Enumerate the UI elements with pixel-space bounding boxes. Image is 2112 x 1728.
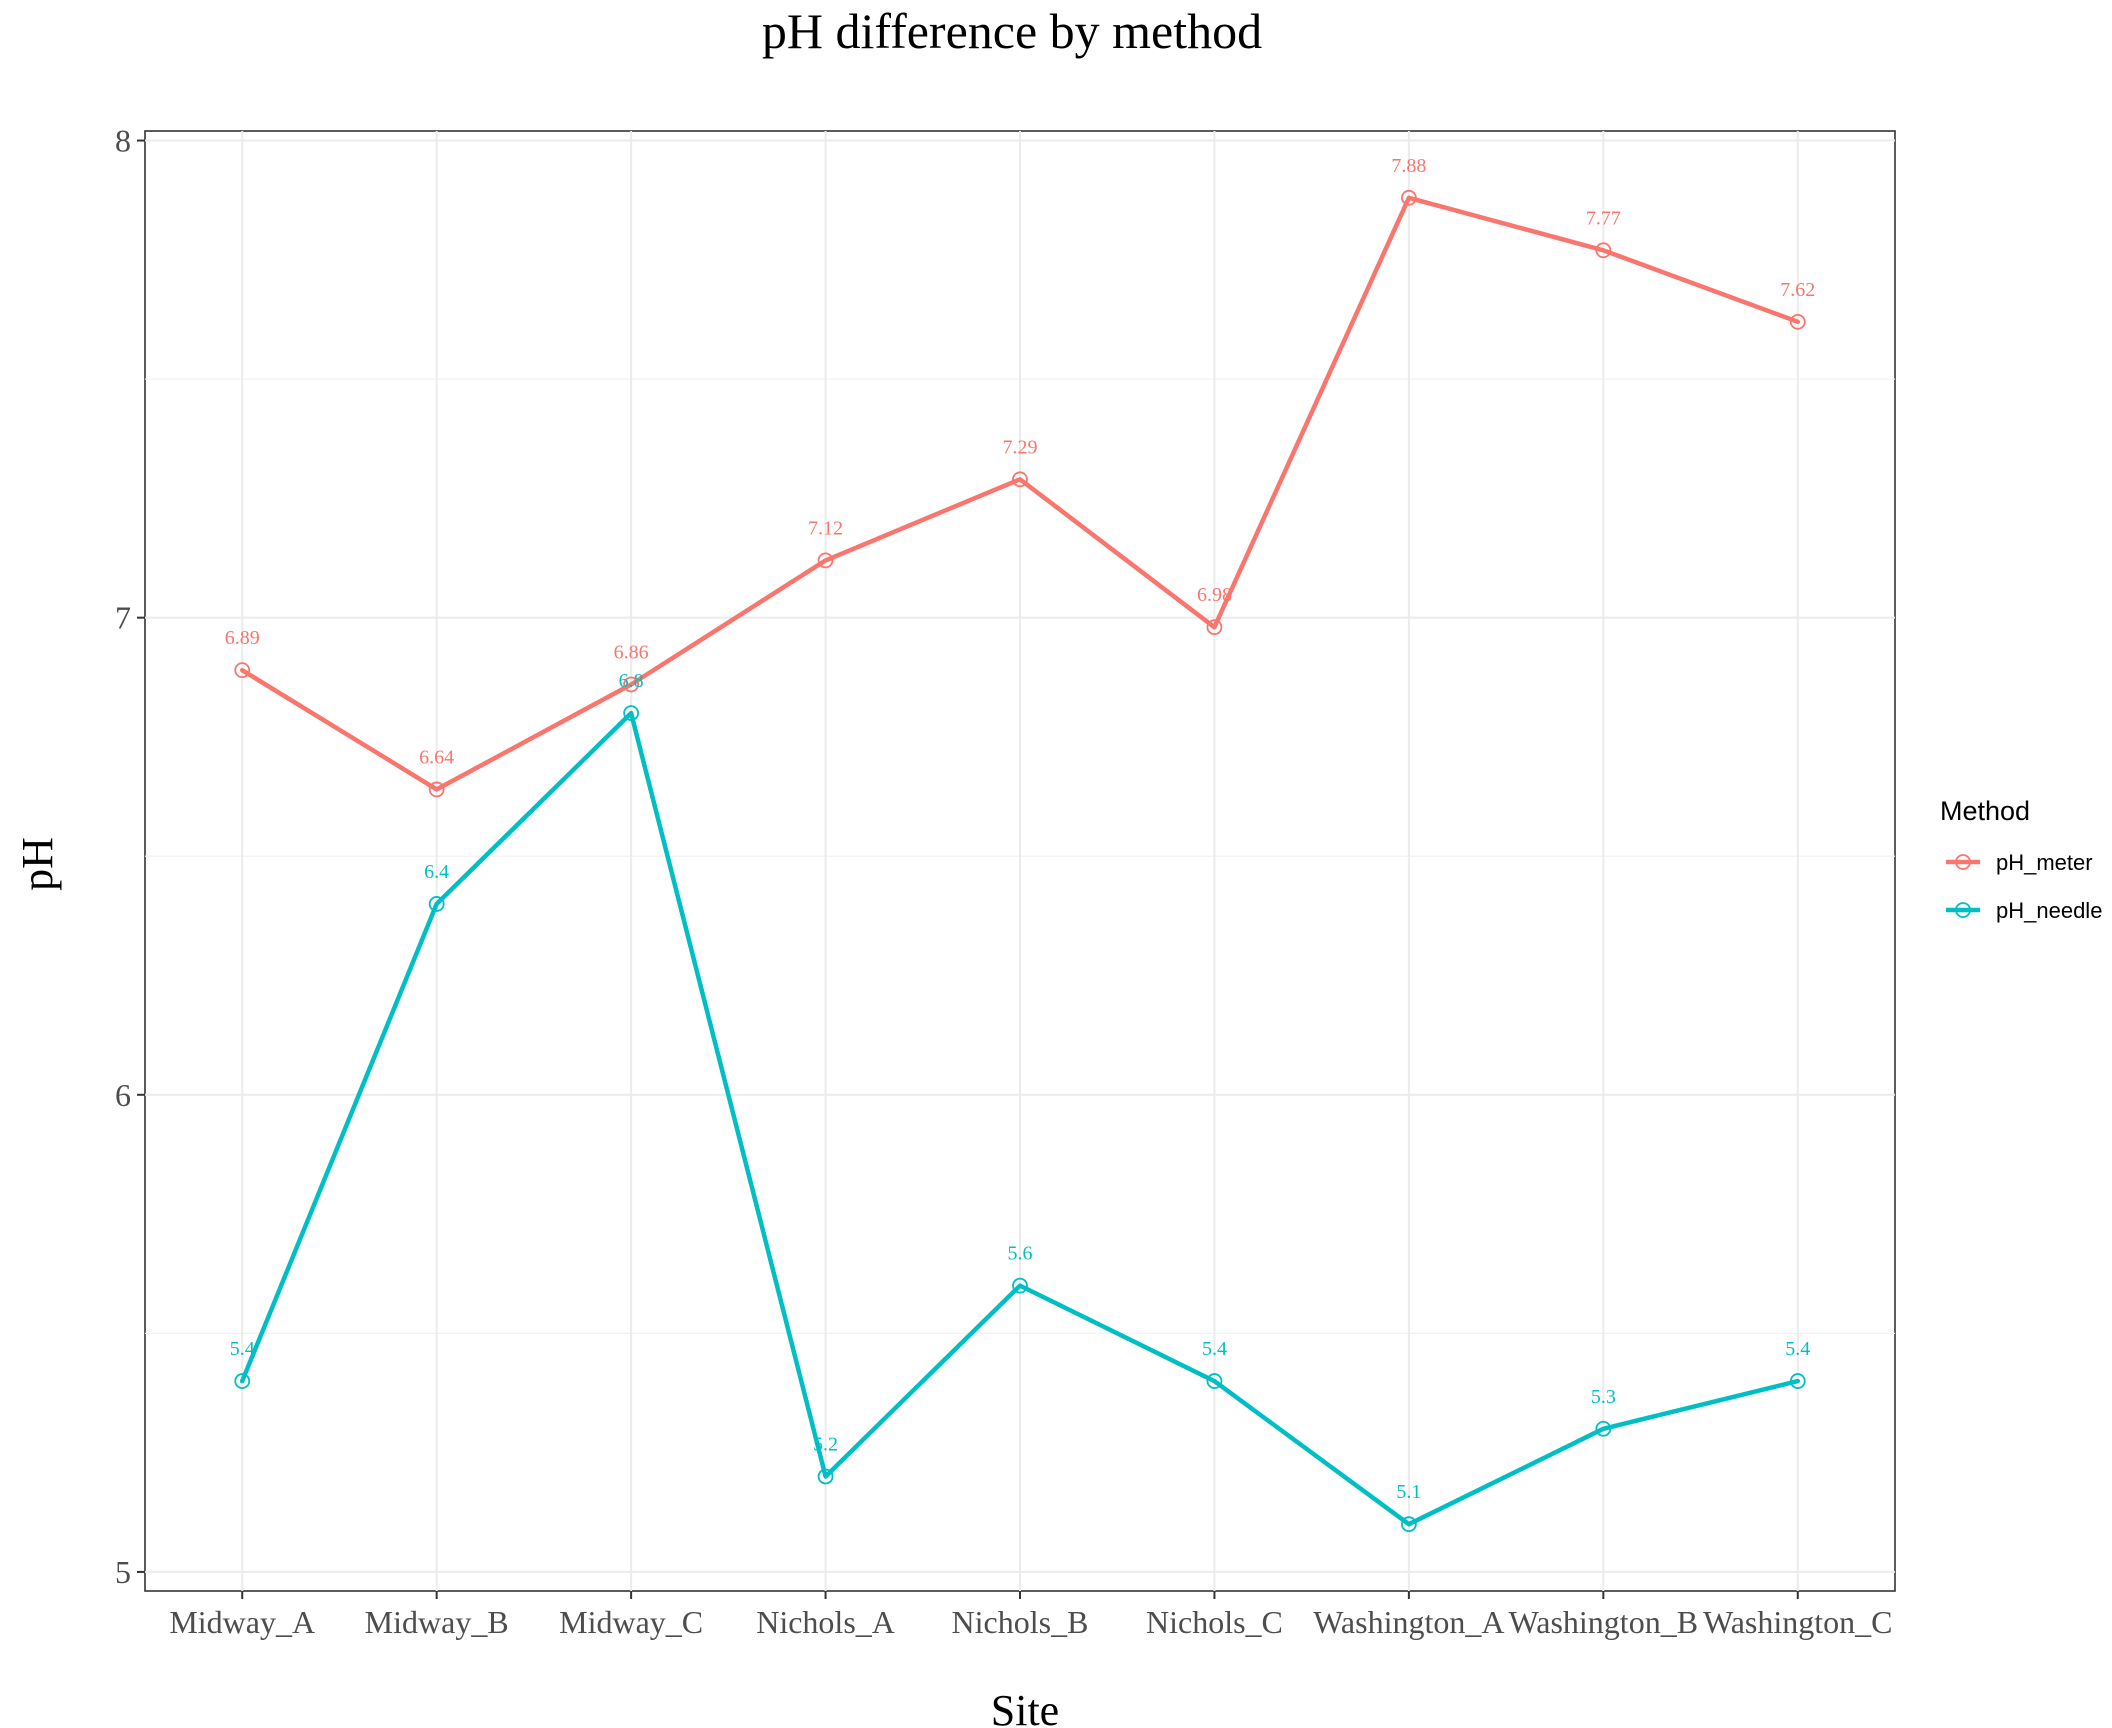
y-tick-label: 8 <box>115 123 131 159</box>
data-point-pH_needle <box>1400 1516 1417 1533</box>
data-label-pH_needle: 5.6 <box>1008 1243 1033 1265</box>
data-label-pH_meter: 6.86 <box>614 641 649 663</box>
data-point-pH_meter <box>1400 189 1417 206</box>
data-point-pH_meter <box>623 676 640 693</box>
data-label-pH_needle: 5.2 <box>813 1433 838 1455</box>
legend-title: Method <box>1940 796 2030 826</box>
data-label-pH_meter: 6.89 <box>225 627 260 649</box>
x-tick-label: Washington_B <box>1509 1604 1698 1640</box>
data-point-pH_meter <box>234 662 251 679</box>
legend-label: pH_needle <box>1996 898 2102 923</box>
data-point-pH_meter <box>1206 619 1223 636</box>
x-tick-label: Nichols_A <box>756 1604 895 1640</box>
data-point-pH_meter <box>817 552 834 569</box>
data-point-pH_meter <box>428 781 445 798</box>
data-point-pH_needle <box>1206 1373 1223 1389</box>
x-axis-title: Site <box>991 1686 1059 1728</box>
data-point-pH_needle <box>1012 1277 1028 1294</box>
data-point-pH_needle <box>1789 1373 1806 1389</box>
data-point-pH_meter <box>1595 242 1612 259</box>
x-tick-label: Midway_B <box>365 1604 509 1640</box>
y-tick-label: 6 <box>115 1077 131 1113</box>
data-label-pH_needle: 5.4 <box>1202 1338 1227 1360</box>
x-tick-label: Nichols_B <box>952 1604 1089 1640</box>
x-tick-label: Midway_A <box>169 1604 315 1640</box>
data-point-pH_meter <box>1789 313 1806 330</box>
data-label-pH_needle: 5.3 <box>1591 1386 1616 1408</box>
data-point-pH_needle <box>1595 1420 1612 1437</box>
data-point-pH_needle <box>234 1373 251 1389</box>
data-point-pH_needle <box>623 705 640 721</box>
x-tick-label: Washington_A <box>1313 1604 1504 1640</box>
data-point-pH_meter <box>1012 471 1028 488</box>
data-label-pH_meter: 6.64 <box>419 746 454 768</box>
legend-key-point <box>1955 902 1971 918</box>
legend-key-point <box>1955 854 1971 870</box>
data-label-pH_needle: 5.4 <box>230 1338 255 1360</box>
series-line-pH_meter <box>239 195 1801 792</box>
data-point-pH_needle <box>817 1468 834 1485</box>
x-tick-label: Midway_C <box>559 1604 703 1640</box>
data-label-pH_needle: 5.1 <box>1396 1481 1421 1503</box>
data-label-pH_meter: 6.98 <box>1197 584 1232 606</box>
data-labels: 6.89 6.64 6.86 7.12 7.29 6.98 7.88 7.77 7.62 5.4 6… <box>225 155 1816 1503</box>
x-tick-label: Washington_C <box>1703 1604 1892 1640</box>
series-line-pH_needle <box>239 710 1801 1527</box>
x-tick-label: Nichols_C <box>1146 1604 1283 1640</box>
grid <box>145 131 1895 1591</box>
data-label-pH_needle: 5.4 <box>1785 1338 1810 1360</box>
series-lines <box>234 189 1806 1533</box>
data-point-pH_needle <box>428 896 445 912</box>
y-axis-title: pH <box>13 837 62 891</box>
y-tick-label: 7 <box>115 600 131 636</box>
y-tick-label: 5 <box>115 1554 131 1590</box>
data-label-pH_needle: 6.4 <box>424 861 449 883</box>
legend: Method pH_meter pH_needle <box>1940 796 2102 923</box>
data-label-pH_meter: 7.62 <box>1780 279 1815 301</box>
data-label-pH_meter: 7.77 <box>1586 207 1621 229</box>
data-label-pH_meter: 7.88 <box>1391 155 1426 177</box>
data-label-pH_meter: 7.12 <box>808 517 843 539</box>
axes: 5 6 7 8 Midway_A Midway_B Midway_C Nichols_A Nic… <box>115 123 1892 1640</box>
legend-label: pH_meter <box>1996 850 2093 875</box>
data-label-pH_needle: 6.8 <box>619 670 644 692</box>
data-label-pH_meter: 7.29 <box>1003 436 1038 458</box>
chart-title: pH difference by method <box>762 3 1262 59</box>
